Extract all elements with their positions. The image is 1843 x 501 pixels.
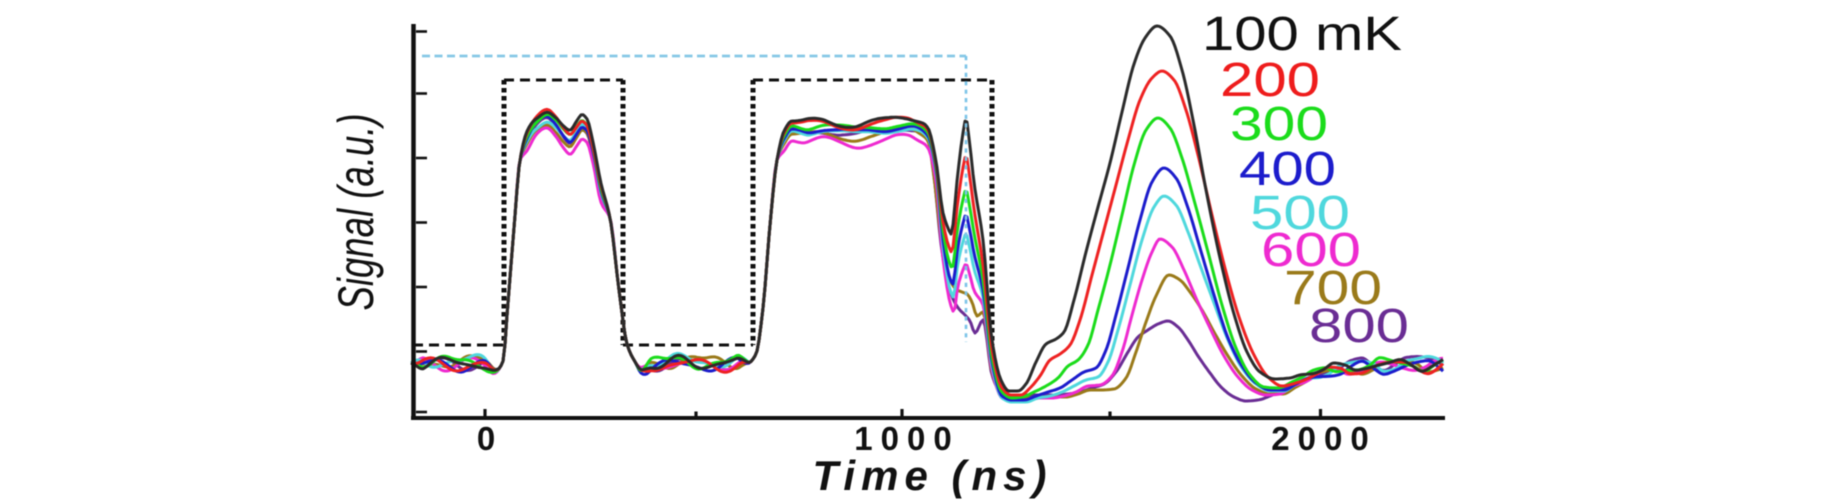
- svg-text:500: 500: [1250, 187, 1350, 240]
- svg-text:200: 200: [1220, 54, 1320, 107]
- svg-text:Signal (a.u.): Signal (a.u.): [328, 114, 384, 311]
- svg-text:100 mK: 100 mK: [1202, 8, 1402, 61]
- svg-text:400: 400: [1239, 143, 1336, 196]
- svg-text:Time (ns): Time (ns): [813, 452, 1053, 499]
- svg-text:1000: 1000: [854, 420, 959, 457]
- svg-text:2000: 2000: [1271, 420, 1376, 457]
- svg-text:800: 800: [1309, 300, 1409, 353]
- svg-text:700: 700: [1284, 262, 1382, 315]
- svg-text:300: 300: [1230, 98, 1328, 151]
- svg-text:600: 600: [1261, 224, 1361, 277]
- svg-text:0: 0: [477, 420, 495, 457]
